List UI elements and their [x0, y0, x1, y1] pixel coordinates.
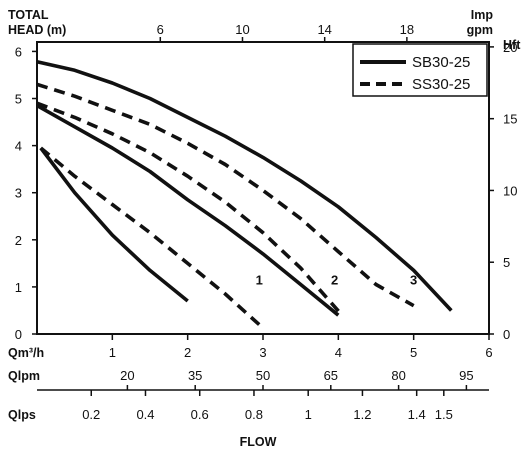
left-tick-label: 5 — [15, 92, 22, 107]
left-tick-label: 0 — [15, 327, 22, 342]
left-tick-label: 4 — [15, 139, 22, 154]
curve-sb30-25-speed-2 — [36, 104, 340, 317]
curve-ss30-25-speed-1 — [39, 146, 261, 326]
left-tick-label: 1 — [15, 280, 22, 295]
lpm-tick-label: 35 — [188, 368, 202, 383]
left-tick-label: 3 — [15, 186, 22, 201]
right-tick-label: 10 — [503, 183, 517, 198]
top-axis-label-line1: Imp — [471, 8, 494, 22]
bottom-axis-ticks: 1 2 3 4 5 6 20 35 50 65 80 95 0.2 0.4 0.6 0.8 1 1.2 1.4 1.5 — [82, 334, 493, 422]
speed-labels: 1 2 3 — [256, 273, 418, 288]
curve-sb30-25-speed-3 — [36, 60, 453, 312]
right-tick-label: 15 — [503, 112, 517, 127]
left-axis-label-line1: TOTAL — [8, 8, 49, 22]
m3h-tick-label: 6 — [485, 345, 492, 360]
bottom-axis-label-lps: Qlps — [8, 408, 36, 422]
right-axis-ticks: 0 5 10 15 20 — [489, 40, 517, 342]
top-axis-label-line2: gpm — [467, 23, 493, 37]
m3h-tick-label: 5 — [410, 345, 417, 360]
left-axis-label-line2: HEAD (m) — [8, 23, 66, 37]
top-tick-label: 18 — [400, 22, 414, 37]
lpm-tick-label: 20 — [120, 368, 134, 383]
lps-tick-label: 0.2 — [82, 407, 100, 422]
curve-sb30-25-speed-1 — [39, 146, 189, 303]
m3h-tick-label: 1 — [109, 345, 116, 360]
left-axis-ticks: 0 1 2 3 4 5 6 — [15, 44, 37, 342]
m3h-tick-label: 2 — [184, 345, 191, 360]
m3h-tick-label: 4 — [335, 345, 342, 360]
bottom-axis-label-m3h: Qm³/h — [8, 346, 44, 360]
speed-label-2: 2 — [331, 273, 338, 288]
lpm-tick-label: 65 — [324, 368, 338, 383]
legend-label-sb30-25: SB30-25 — [412, 54, 470, 71]
top-tick-label: 10 — [235, 22, 249, 37]
lps-tick-label: 0.6 — [191, 407, 209, 422]
left-tick-label: 6 — [15, 44, 22, 59]
lpm-tick-label: 50 — [256, 368, 270, 383]
x-axis-title: FLOW — [240, 435, 277, 449]
lps-tick-label: 1 — [305, 407, 312, 422]
bottom-axis-label-lpm: Qlpm — [8, 369, 40, 383]
legend-box — [352, 43, 488, 97]
curve-ss30-25-speed-2 — [36, 101, 344, 317]
left-tick-label: 2 — [15, 233, 22, 248]
lpm-tick-label: 80 — [391, 368, 405, 383]
lps-tick-label: 1.5 — [435, 407, 453, 422]
top-axis-ticks: 6 10 14 18 — [157, 22, 414, 42]
m3h-tick-label: 3 — [259, 345, 266, 360]
lps-tick-label: 0.4 — [136, 407, 154, 422]
lps-tick-label: 0.8 — [245, 407, 263, 422]
speed-label-1: 1 — [256, 273, 263, 288]
curves — [36, 60, 453, 326]
speed-label-3: 3 — [410, 273, 417, 288]
lpm-tick-label: 95 — [459, 368, 473, 383]
curve-ss30-25-speed-3 — [36, 82, 415, 308]
lps-tick-label: 1.2 — [353, 407, 371, 422]
legend: SB30-25 SS30-25 — [352, 43, 488, 97]
top-tick-label: 6 — [157, 22, 164, 37]
right-tick-label: 5 — [503, 255, 510, 270]
lps-tick-label: 1.4 — [408, 407, 426, 422]
right-axis-label: Hft — [503, 38, 521, 52]
right-tick-label: 0 — [503, 327, 510, 342]
legend-label-ss30-25: SS30-25 — [412, 76, 470, 93]
top-tick-label: 14 — [317, 22, 331, 37]
right-tick-label: 20 — [503, 40, 517, 55]
